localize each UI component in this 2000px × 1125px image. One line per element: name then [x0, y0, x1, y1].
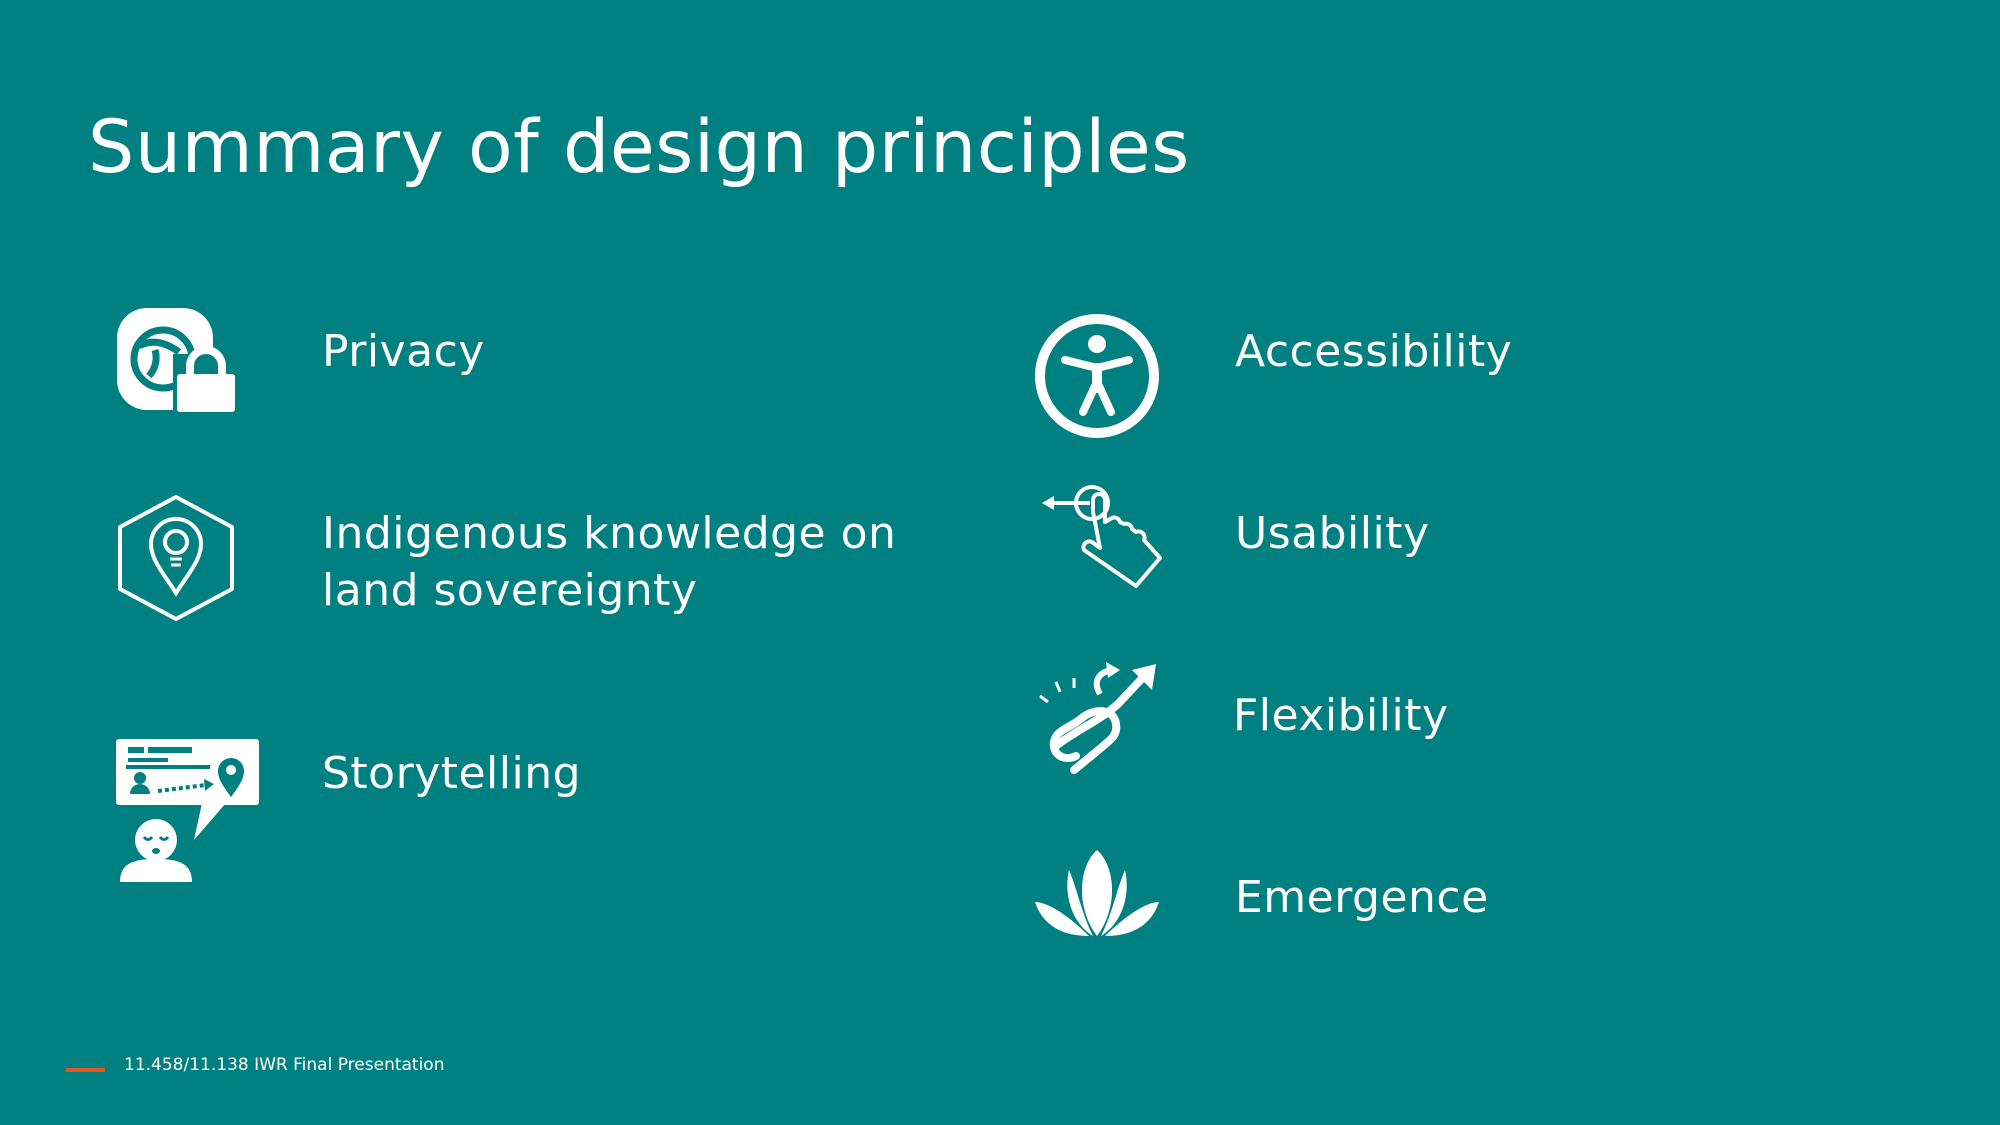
- lotus-icon: [1035, 850, 1159, 936]
- principle-label-indigenous-line1: Indigenous knowledge on: [322, 508, 897, 559]
- flexible-arrows-icon: [1039, 662, 1156, 774]
- principle-label-storytelling: Storytelling: [322, 748, 582, 799]
- principle-label-privacy: Privacy: [322, 326, 485, 377]
- accessibility-icon: [1035, 314, 1159, 438]
- swipe-hand-icon: [1042, 485, 1162, 588]
- footer-caption: 11.458/11.138 IWR Final Presentation: [124, 1055, 445, 1075]
- footer-accent-bar: [66, 1068, 105, 1072]
- principle-label-emergence: Emergence: [1235, 872, 1489, 923]
- principle-label-accessibility: Accessibility: [1235, 326, 1513, 377]
- storytelling-icon: [116, 739, 259, 882]
- principle-label-indigenous-line2: land sovereignty: [322, 565, 698, 616]
- principle-label-usability: Usability: [1235, 508, 1430, 559]
- principle-label-flexibility: Flexibility: [1233, 690, 1449, 741]
- privacy-lock-icon: [117, 308, 239, 412]
- lightbulb-location-icon: [118, 495, 234, 621]
- slide-title: Summary of design principles: [88, 105, 1190, 190]
